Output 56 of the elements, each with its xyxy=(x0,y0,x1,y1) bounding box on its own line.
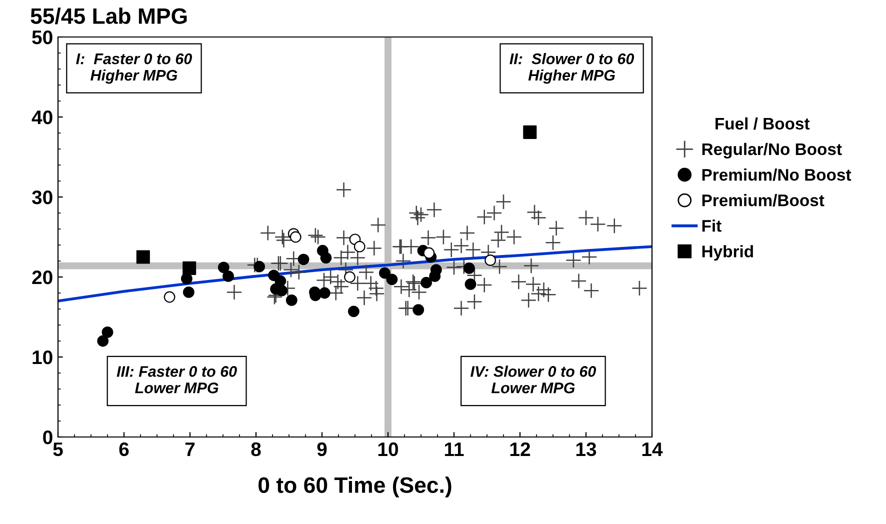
legend-label: Regular/No Boost xyxy=(702,142,842,158)
x-tick-label: 14 xyxy=(642,442,663,456)
legend-label: Premium/Boost xyxy=(702,194,824,206)
x-tick-label: 5 xyxy=(53,442,63,456)
point xyxy=(348,306,360,318)
point xyxy=(276,284,288,296)
point xyxy=(464,278,476,290)
legend-title: Fuel / Boost xyxy=(716,117,810,130)
point xyxy=(182,286,194,298)
point xyxy=(412,304,424,316)
point xyxy=(286,294,298,306)
annotation: II: Slower 0 to 60 Higher MPG xyxy=(510,53,634,84)
point xyxy=(254,260,266,272)
point xyxy=(423,247,435,259)
legend-label: Premium/No Boost xyxy=(702,168,852,181)
y-tick-label: 50 xyxy=(32,30,52,44)
annotation: I: Faster 0 to 60 Higher MPG xyxy=(76,53,192,84)
x-tick-label: 8 xyxy=(251,442,261,456)
point xyxy=(222,270,234,282)
point xyxy=(97,335,109,347)
y-tick-label: 10 xyxy=(32,350,52,364)
annotation: III: Faster 0 to 60 Lower MPG xyxy=(116,366,237,394)
point xyxy=(164,291,176,303)
point xyxy=(102,326,114,338)
point xyxy=(136,250,150,264)
point xyxy=(318,287,330,299)
x-tick-label: 10 xyxy=(378,442,398,456)
point xyxy=(420,276,432,288)
annotation: IV: Slower 0 to 60 Lower MPG xyxy=(470,366,596,394)
x-tick-label: 6 xyxy=(119,442,129,456)
point xyxy=(298,254,310,266)
point xyxy=(290,231,302,243)
y-tick-label: 40 xyxy=(32,110,52,124)
point xyxy=(182,261,196,275)
point xyxy=(320,252,332,264)
point xyxy=(344,271,356,283)
y-tick-label: 30 xyxy=(32,190,52,204)
y-tick-label: 20 xyxy=(32,270,52,284)
x-tick-label: 7 xyxy=(185,442,195,456)
x-tick-label: 12 xyxy=(510,442,530,456)
x-tick-label: 13 xyxy=(576,442,596,456)
point xyxy=(354,240,366,252)
line-series xyxy=(58,245,652,302)
point xyxy=(218,262,230,274)
x-tick-label: 9 xyxy=(317,442,327,456)
legend-label: Hybrid xyxy=(702,245,753,261)
point xyxy=(378,267,390,279)
x-axis-title: 0 to 60 Time (Sec.) xyxy=(258,476,452,498)
legend-label: Fit xyxy=(702,220,722,232)
y-tick-label: 0 xyxy=(43,430,52,444)
point xyxy=(463,262,475,274)
point xyxy=(523,125,537,139)
x-tick-label: 11 xyxy=(444,442,464,456)
point xyxy=(484,254,496,266)
point xyxy=(386,274,398,286)
chart-title: 55/45 Lab MPG xyxy=(30,8,187,24)
